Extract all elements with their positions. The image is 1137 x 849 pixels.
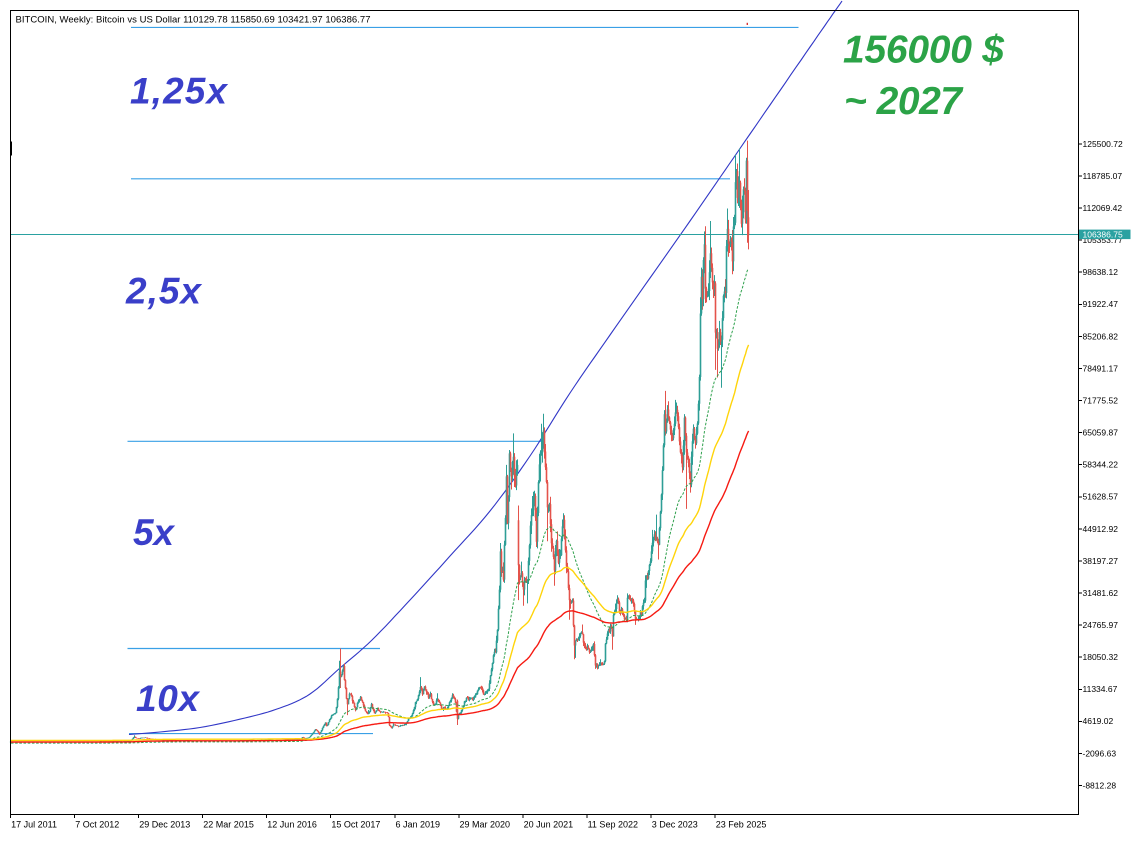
- svg-text:4619.02: 4619.02: [1083, 716, 1114, 726]
- svg-text:98638.12: 98638.12: [1083, 267, 1119, 277]
- svg-text:5x: 5x: [133, 512, 175, 553]
- svg-text:105353.77: 105353.77: [1083, 235, 1123, 245]
- svg-text:15 Oct 2017: 15 Oct 2017: [331, 820, 380, 830]
- svg-text:31481.62: 31481.62: [1083, 588, 1119, 598]
- svg-text:7 Oct 2012: 7 Oct 2012: [75, 820, 119, 830]
- svg-text:11334.67: 11334.67: [1083, 684, 1118, 694]
- svg-text:6 Jan 2019: 6 Jan 2019: [396, 820, 441, 830]
- svg-text:65059.87: 65059.87: [1083, 428, 1119, 438]
- svg-text:78491.17: 78491.17: [1083, 363, 1119, 373]
- svg-text:51628.57: 51628.57: [1083, 492, 1119, 502]
- svg-text:29 Dec 2013: 29 Dec 2013: [139, 820, 190, 830]
- svg-text:3 Dec 2023: 3 Dec 2023: [652, 820, 698, 830]
- svg-text:106386.75: 106386.75: [1083, 229, 1123, 239]
- svg-text:1,25x: 1,25x: [130, 71, 228, 112]
- svg-text:58344.22: 58344.22: [1083, 460, 1119, 470]
- svg-text:17 Jul 2011: 17 Jul 2011: [11, 820, 57, 830]
- svg-text:112069.42: 112069.42: [1083, 203, 1123, 213]
- svg-text:18050.32: 18050.32: [1083, 652, 1119, 662]
- svg-text:23 Feb 2025: 23 Feb 2025: [716, 820, 767, 830]
- svg-text:11 Sep 2022: 11 Sep 2022: [588, 820, 638, 830]
- svg-text:20 Jun 2021: 20 Jun 2021: [524, 820, 574, 830]
- svg-text:-8812.28: -8812.28: [1083, 780, 1117, 790]
- svg-text:~ 2027: ~ 2027: [844, 80, 964, 123]
- svg-text:-2096.63: -2096.63: [1083, 748, 1117, 758]
- svg-text:BITCOIN, Weekly: Bitcoin vs U: BITCOIN, Weekly: Bitcoin vs US Dollar 11…: [16, 15, 371, 26]
- svg-text:29 Mar 2020: 29 Mar 2020: [460, 820, 511, 830]
- svg-text:85206.82: 85206.82: [1083, 331, 1119, 341]
- svg-text:22 Mar 2015: 22 Mar 2015: [203, 820, 254, 830]
- svg-text:12 Jun 2016: 12 Jun 2016: [267, 820, 317, 830]
- svg-text:125500.72: 125500.72: [1083, 139, 1123, 149]
- svg-text:71775.52: 71775.52: [1083, 395, 1119, 405]
- svg-text:91922.47: 91922.47: [1083, 299, 1119, 309]
- svg-text:38197.27: 38197.27: [1083, 556, 1119, 566]
- svg-text:118785.07: 118785.07: [1083, 171, 1123, 181]
- svg-text:44912.92: 44912.92: [1083, 524, 1119, 534]
- svg-text:156000 $: 156000 $: [843, 29, 1005, 72]
- svg-text:10x: 10x: [136, 678, 200, 719]
- svg-text:2,5x: 2,5x: [125, 271, 202, 312]
- svg-text:24765.97: 24765.97: [1083, 620, 1119, 630]
